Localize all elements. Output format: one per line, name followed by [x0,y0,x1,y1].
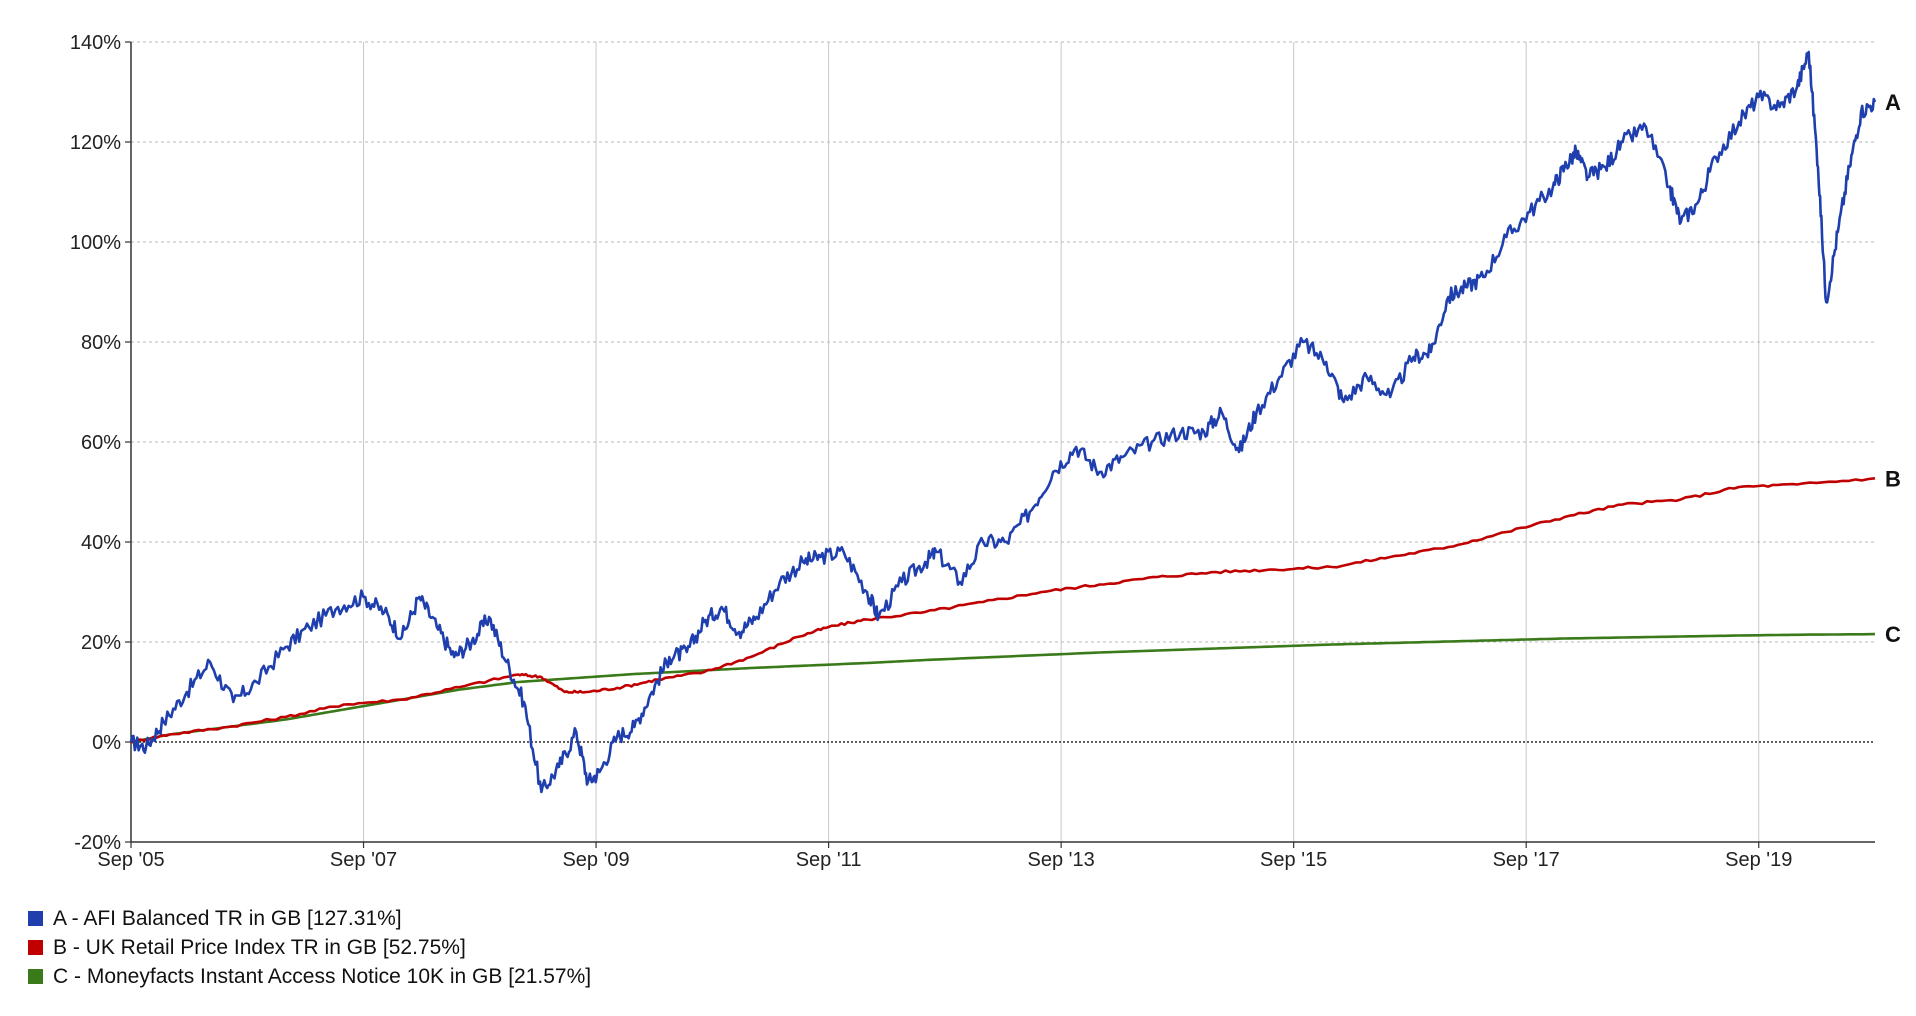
legend: A - AFI Balanced TR in GB [127.31%] B - … [28,904,591,991]
legend-label-a: A - AFI Balanced TR in GB [127.31%] [53,906,402,930]
y-tick-label: 140% [70,32,121,54]
legend-label-c: C - Moneyfacts Instant Access Notice 10K… [53,964,592,988]
series-a-line [129,50,1877,794]
y-tick-label: -20% [74,832,121,854]
series-b-end-label: B [1885,466,1901,491]
legend-swatch-c [28,969,43,984]
y-tick-label: 60% [81,432,121,454]
x-tick-label: Sep '11 [796,849,862,871]
y-tick-label: 0% [92,732,121,754]
series-b-line [130,477,1876,744]
legend-item-c: C - Moneyfacts Instant Access Notice 10K… [28,962,591,991]
y-tick-label: 100% [70,232,121,254]
legend-swatch-a [28,911,43,926]
legend-item-a: A - AFI Balanced TR in GB [127.31%] [28,904,591,933]
x-axis-ticks: Sep '05 Sep '07 Sep '09 Sep '11 Sep '13 Sep '… [97,842,1792,871]
x-tick-label: Sep '13 [1028,849,1095,871]
y-tick-label: 120% [70,132,121,154]
series-end-labels: A B C [1885,90,1901,647]
y-tick-label: 40% [81,532,121,554]
legend-item-b: B - UK Retail Price Index TR in GB [52.7… [28,933,591,962]
x-tick-label: Sep '07 [330,849,397,871]
y-axis-ticks: -20% 0% 20% 40% 60% 80% 100% 120% 140% [70,32,131,854]
x-tick-label: Sep '05 [97,849,164,871]
series-a-end-label: A [1885,90,1901,115]
legend-swatch-b [28,940,43,955]
y-tick-label: 20% [81,632,121,654]
x-tick-label: Sep '15 [1260,849,1327,871]
series-c-end-label: C [1885,622,1901,647]
legend-label-b: B - UK Retail Price Index TR in GB [52.7… [53,935,466,959]
series-lines [129,50,1877,794]
x-tick-label: Sep '09 [562,849,629,871]
x-tick-label: Sep '19 [1725,849,1792,871]
y-tick-label: 80% [81,332,121,354]
x-tick-label: Sep '17 [1493,849,1560,871]
